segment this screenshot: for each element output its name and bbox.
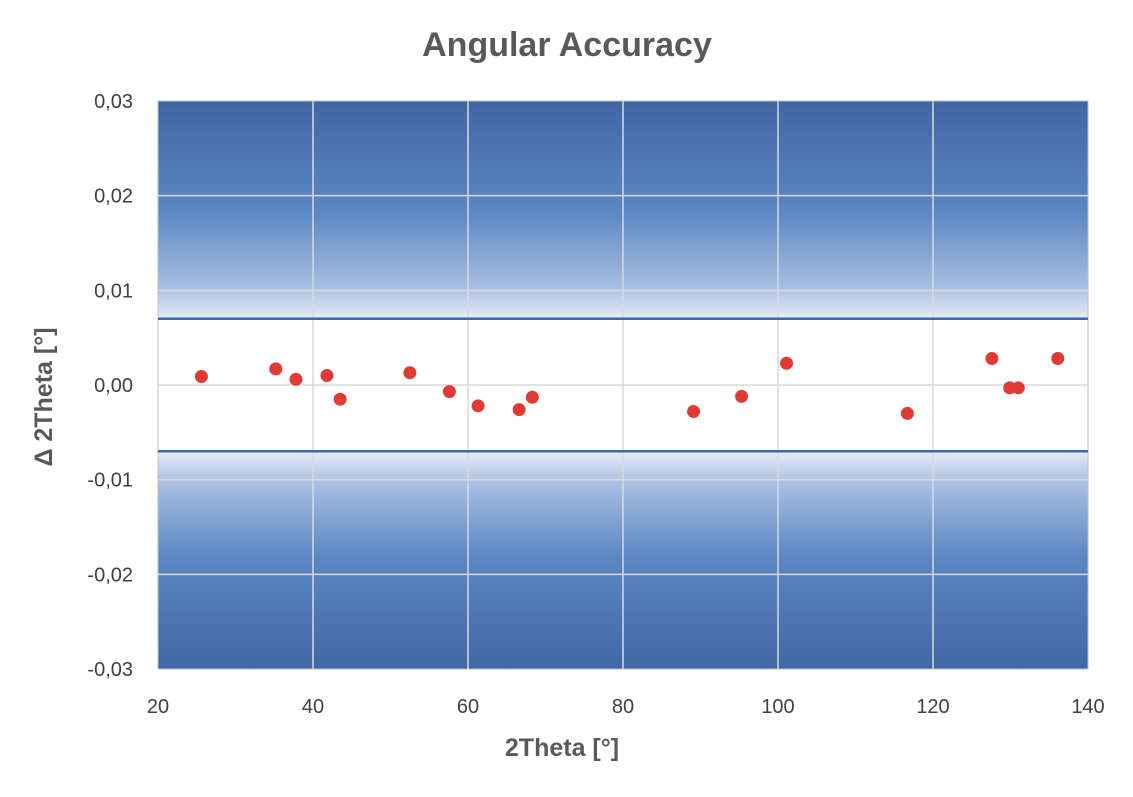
data-point — [289, 372, 303, 386]
y-tick-label: 0,03 — [94, 91, 133, 113]
y-tick-label: 0,01 — [94, 280, 133, 302]
x-axis-ticks: 20 40 60 80 100 120 140 — [147, 696, 1105, 718]
data-point — [900, 406, 914, 420]
chart-title: Angular Accuracy — [422, 26, 712, 64]
x-axis-title: 2Theta [°] — [505, 734, 619, 762]
tolerance-lines — [158, 317, 1088, 453]
x-tick-label: 140 — [1071, 696, 1104, 718]
y-tick-label: 0,02 — [94, 186, 133, 208]
data-point — [442, 385, 456, 399]
data-point — [269, 362, 283, 376]
data-point — [512, 403, 526, 417]
data-point — [687, 405, 701, 419]
data-point — [1011, 381, 1025, 395]
y-tick-label: -0,03 — [87, 659, 133, 681]
x-tick-label: 100 — [761, 696, 794, 718]
data-point — [194, 369, 208, 383]
y-axis-title: Δ 2Theta [°] — [30, 327, 58, 466]
y-tick-label: 0,00 — [94, 375, 133, 397]
data-point — [525, 390, 539, 404]
x-tick-label: 120 — [916, 696, 949, 718]
data-point — [333, 392, 347, 406]
x-tick-label: 40 — [302, 696, 324, 718]
data-points — [194, 351, 1065, 420]
data-point — [320, 369, 334, 383]
x-tick-label: 20 — [147, 696, 169, 718]
data-point — [780, 356, 794, 370]
x-tick-label: 60 — [457, 696, 479, 718]
data-point — [403, 366, 417, 380]
y-axis-ticks: -0,03 -0,02 -0,01 0,00 0,01 0,02 0,03 — [87, 91, 133, 681]
y-tick-label: -0,02 — [87, 564, 133, 586]
data-point — [735, 389, 749, 403]
data-point — [471, 399, 485, 413]
x-tick-label: 80 — [612, 696, 634, 718]
data-point — [1051, 351, 1065, 365]
gridlines — [158, 101, 1088, 669]
y-tick-label: -0,01 — [87, 470, 133, 492]
data-point — [985, 351, 999, 365]
